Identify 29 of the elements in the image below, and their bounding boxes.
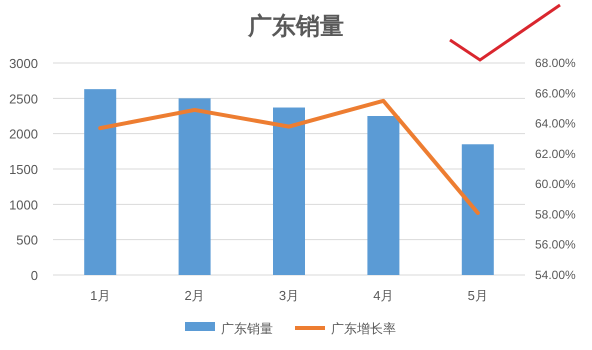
y-tick-label: 0: [30, 268, 38, 283]
x-tick-label: 3月: [278, 288, 300, 303]
y2-tick-label: 68.00%: [535, 56, 576, 70]
y2-tick-label: 58.00%: [535, 207, 576, 222]
y-tick-label: 3000: [9, 56, 38, 71]
line-series: [98, 98, 480, 215]
y2-tick-label: 64.00%: [535, 116, 576, 131]
x-tick-label: 1月: [90, 288, 110, 303]
bar: [273, 108, 305, 275]
x-tick-label: 4月: [373, 288, 394, 303]
y2-tick-label: 66.00%: [535, 86, 576, 100]
y-tick-label: 1500: [9, 162, 38, 177]
y-tick-label: 1000: [9, 197, 38, 212]
y2-tick-label: 56.00%: [535, 238, 576, 252]
bar: [84, 89, 116, 275]
y2-tick-label: 62.00%: [535, 146, 576, 161]
y-tick-label: 500: [16, 232, 38, 248]
x-tick-label: 2月: [184, 288, 205, 303]
legend-label: 广东增长率: [331, 321, 396, 336]
bar: [367, 116, 400, 275]
y2-tick-label: 54.00%: [535, 268, 576, 282]
legend-label: 广东销量: [221, 321, 273, 336]
y-tick-label: 2000: [9, 126, 38, 142]
chart-title: 广东销量: [247, 13, 344, 40]
y2-tick-label: 60.00%: [535, 177, 576, 192]
bar: [178, 98, 211, 275]
y-tick-label: 2500: [9, 91, 38, 106]
x-tick-label: 5月: [468, 288, 488, 303]
bar: [462, 144, 494, 275]
